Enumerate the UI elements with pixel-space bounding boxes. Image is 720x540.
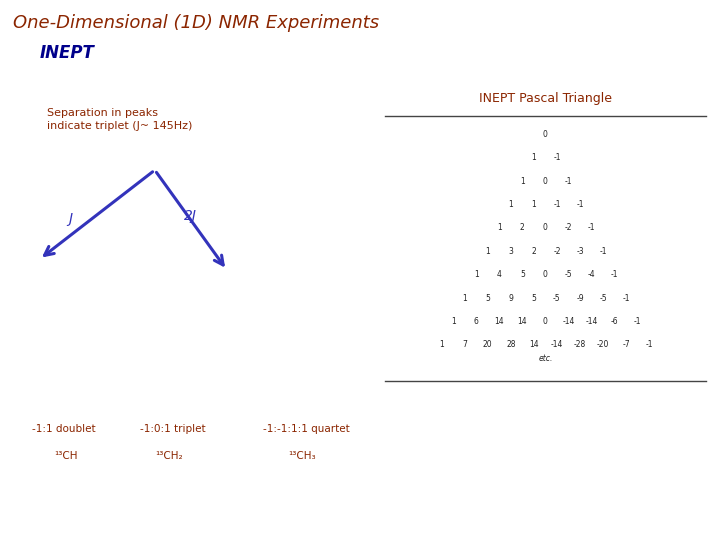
Text: 5: 5 xyxy=(520,270,525,279)
Text: 0: 0 xyxy=(543,224,548,232)
Text: 0: 0 xyxy=(543,317,548,326)
Text: -1: -1 xyxy=(553,153,561,162)
Text: -1: -1 xyxy=(599,247,607,256)
Text: 1: 1 xyxy=(451,317,456,326)
Text: 1: 1 xyxy=(531,153,536,162)
Text: ¹³CH₃: ¹³CH₃ xyxy=(288,451,315,461)
Text: -1: -1 xyxy=(645,340,653,349)
Text: -2: -2 xyxy=(553,247,561,256)
Text: One-Dimensional (1D) NMR Experiments: One-Dimensional (1D) NMR Experiments xyxy=(13,14,379,31)
Text: 1: 1 xyxy=(497,224,502,232)
Text: INEPT: INEPT xyxy=(40,44,94,62)
Text: -14: -14 xyxy=(562,317,575,326)
Text: -4: -4 xyxy=(588,270,595,279)
Text: 2: 2 xyxy=(531,247,536,256)
Text: 1: 1 xyxy=(508,200,513,209)
Text: etc.: etc. xyxy=(539,354,552,363)
Text: 5: 5 xyxy=(531,294,536,302)
Text: ¹³CH₂: ¹³CH₂ xyxy=(155,451,182,461)
Text: 1: 1 xyxy=(485,247,490,256)
Text: 1: 1 xyxy=(520,177,525,186)
Text: 1: 1 xyxy=(462,294,467,302)
Text: -28: -28 xyxy=(574,340,586,349)
Text: -5: -5 xyxy=(599,294,607,302)
Text: -1: -1 xyxy=(634,317,642,326)
Text: 20: 20 xyxy=(483,340,492,349)
Text: -5: -5 xyxy=(564,270,572,279)
Text: 1: 1 xyxy=(474,270,479,279)
Text: -6: -6 xyxy=(611,317,618,326)
Text: -1: -1 xyxy=(622,294,630,302)
Text: 7: 7 xyxy=(462,340,467,349)
Text: -7: -7 xyxy=(622,340,630,349)
Text: Separation in peaks
indicate triplet (J~ 145Hz): Separation in peaks indicate triplet (J~… xyxy=(47,108,192,131)
Text: 1: 1 xyxy=(531,200,536,209)
Text: -1:-1:1:1 quartet: -1:-1:1:1 quartet xyxy=(263,424,349,434)
Text: 6: 6 xyxy=(474,317,479,326)
Text: 0: 0 xyxy=(543,270,548,279)
Text: -1: -1 xyxy=(588,224,595,232)
Text: -1:1 doublet: -1:1 doublet xyxy=(32,424,96,434)
Text: -20: -20 xyxy=(597,340,609,349)
Text: 14: 14 xyxy=(529,340,539,349)
Text: -1: -1 xyxy=(553,200,561,209)
Text: -1:0:1 triplet: -1:0:1 triplet xyxy=(140,424,206,434)
Text: -5: -5 xyxy=(553,294,561,302)
Text: -1: -1 xyxy=(611,270,618,279)
Text: 0: 0 xyxy=(543,177,548,186)
Text: J: J xyxy=(68,212,73,226)
Text: 9: 9 xyxy=(508,294,513,302)
Text: 2: 2 xyxy=(520,224,525,232)
Text: ¹³CH: ¹³CH xyxy=(54,451,78,461)
Text: 2J: 2J xyxy=(184,209,197,223)
Text: -2: -2 xyxy=(564,224,572,232)
Text: 28: 28 xyxy=(506,340,516,349)
Text: -1: -1 xyxy=(564,177,572,186)
Text: -3: -3 xyxy=(576,247,584,256)
Text: 1: 1 xyxy=(439,340,444,349)
Text: 14: 14 xyxy=(518,317,527,326)
Text: -1: -1 xyxy=(576,200,584,209)
Text: 5: 5 xyxy=(485,294,490,302)
Text: 0: 0 xyxy=(543,130,548,139)
Text: 3: 3 xyxy=(508,247,513,256)
Text: INEPT Pascal Triangle: INEPT Pascal Triangle xyxy=(479,92,612,105)
Text: 14: 14 xyxy=(495,317,504,326)
Text: -14: -14 xyxy=(585,317,598,326)
Text: -14: -14 xyxy=(551,340,563,349)
Text: -9: -9 xyxy=(576,294,584,302)
Text: 4: 4 xyxy=(497,270,502,279)
